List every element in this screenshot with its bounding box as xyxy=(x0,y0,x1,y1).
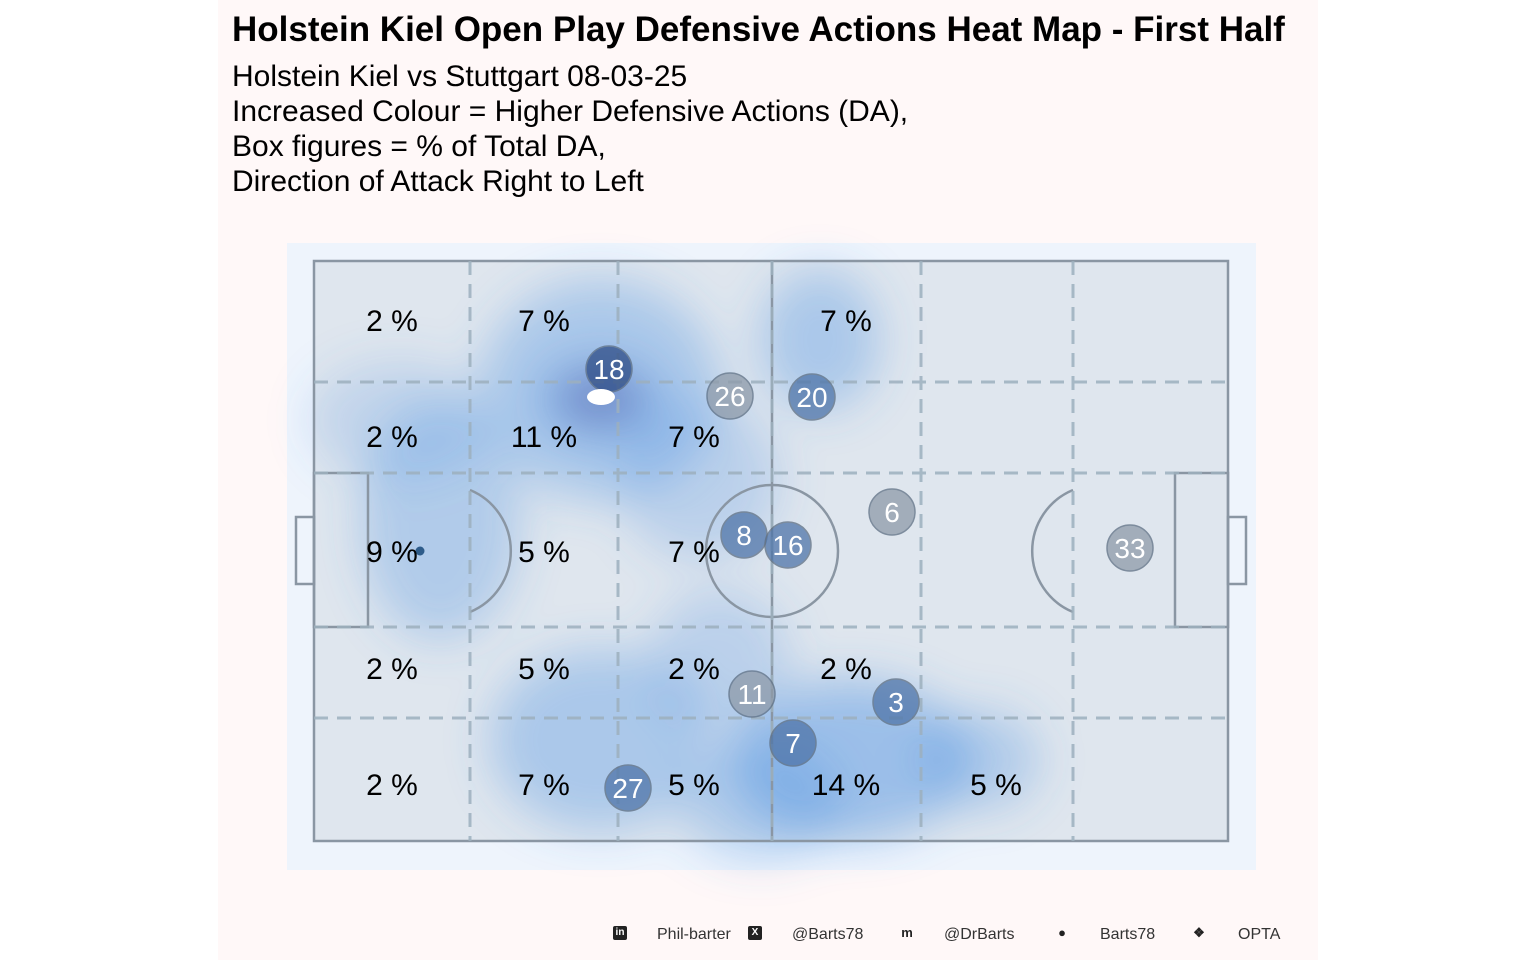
player-markers: 18 26 20 6 8 16 33 11 3 7 27 xyxy=(415,345,1154,812)
player-marker xyxy=(1106,524,1154,572)
peak-marker xyxy=(587,389,615,405)
footer-credit-label: @Barts78 xyxy=(792,926,864,943)
zone-percent-label: 7 % xyxy=(820,305,872,338)
zone-percent-label: 5 % xyxy=(518,536,570,569)
player-number: 27 xyxy=(612,773,643,804)
subtitle-line: Holstein Kiel vs Stuttgart 08-03-25 xyxy=(232,60,688,93)
player-marker xyxy=(872,678,920,726)
player-marker xyxy=(728,670,776,718)
zone-percent-label: 7 % xyxy=(668,421,720,454)
dropbox-icon: ❖ xyxy=(1193,925,1205,940)
zone-percent-label: 2 % xyxy=(668,653,720,686)
zone-percent-label: 2 % xyxy=(366,769,418,802)
player-number: 16 xyxy=(772,530,803,561)
zone-percent-label: 14 % xyxy=(812,769,880,802)
marker-dot xyxy=(415,546,425,556)
footer-credit-label: Barts78 xyxy=(1100,926,1156,943)
chart-title: Holstein Kiel Open Play Defensive Action… xyxy=(232,10,1285,49)
player-number: 7 xyxy=(785,728,801,759)
zone-percent-label: 2 % xyxy=(366,421,418,454)
player-number: 8 xyxy=(736,520,752,551)
x-icon: X xyxy=(748,926,762,940)
heat-blob xyxy=(680,740,840,860)
zone-percent-label: 2 % xyxy=(366,653,418,686)
zone-percent-label: 2 % xyxy=(820,653,872,686)
mastodon-icon: m xyxy=(901,925,913,940)
zone-percent-label: 7 % xyxy=(668,536,720,569)
subtitle-line: Box figures = % of Total DA, xyxy=(232,130,606,163)
heat-blob xyxy=(490,650,710,830)
player-number: 18 xyxy=(593,354,624,385)
footer-credit-label: OPTA xyxy=(1238,926,1281,943)
zone-percent-label: 7 % xyxy=(518,769,570,802)
player-marker xyxy=(788,373,836,421)
zone-percent-label: 5 % xyxy=(518,653,570,686)
player-marker xyxy=(604,764,652,812)
player-number: 6 xyxy=(884,497,900,528)
player-marker xyxy=(868,488,916,536)
zone-percent-label: 2 % xyxy=(366,305,418,338)
zone-percent-label: 11 % xyxy=(511,421,577,454)
subtitle-line: Direction of Attack Right to Left xyxy=(232,165,644,198)
player-number: 20 xyxy=(796,382,827,413)
player-number: 11 xyxy=(737,679,766,710)
left-arc xyxy=(469,488,512,614)
linkedin-icon: in xyxy=(613,926,627,940)
player-number: 33 xyxy=(1114,533,1145,564)
footer-credit-label: Phil-barter xyxy=(657,926,731,943)
player-marker xyxy=(769,719,817,767)
zone-percent-label: 9 % xyxy=(366,536,418,569)
heat-blob xyxy=(310,360,490,480)
zone-labels: 2 % 7 % 7 % 2 % 11 % 7 % 9 % 5 % 7 % 2 % 5 % 2 % 2 %… xyxy=(366,305,1022,802)
right-goal xyxy=(1226,515,1248,586)
zone-percent-label: 5 % xyxy=(668,769,720,802)
heat-blob xyxy=(920,710,1040,810)
zone-percent-label: 5 % xyxy=(970,769,1022,802)
heat-blob xyxy=(760,270,880,410)
left-goal xyxy=(294,515,316,586)
subtitle-line: Increased Colour = Higher Defensive Acti… xyxy=(232,95,909,128)
player-marker xyxy=(764,521,812,569)
github-icon: ● xyxy=(1058,925,1066,940)
player-marker xyxy=(706,372,754,420)
player-number: 3 xyxy=(888,687,904,718)
zone-percent-label: 7 % xyxy=(518,305,570,338)
footer-credit-label: @DrBarts xyxy=(944,926,1015,943)
player-number: 26 xyxy=(714,381,745,412)
right-arc xyxy=(1031,488,1074,614)
